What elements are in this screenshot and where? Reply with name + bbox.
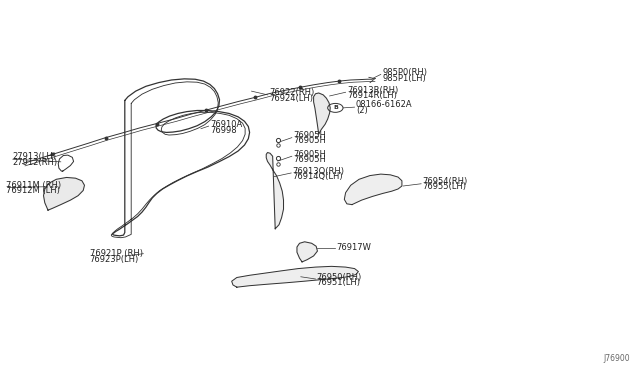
Text: 27913(LH): 27913(LH) — [13, 153, 57, 161]
Text: 76998: 76998 — [210, 126, 237, 135]
Text: 76921P (RH): 76921P (RH) — [90, 249, 143, 258]
Text: 76905H: 76905H — [293, 155, 326, 164]
Polygon shape — [344, 174, 402, 205]
Polygon shape — [44, 177, 84, 210]
Text: 76914R(LH): 76914R(LH) — [347, 91, 397, 100]
Text: (2): (2) — [356, 106, 367, 115]
Polygon shape — [297, 242, 317, 262]
Text: 76905H: 76905H — [293, 131, 326, 140]
Text: 76905H: 76905H — [293, 136, 326, 145]
Text: 27912(RH): 27912(RH) — [13, 158, 58, 167]
Polygon shape — [266, 153, 284, 229]
Text: 76951(LH): 76951(LH) — [316, 278, 360, 287]
Text: 08166-6162A: 08166-6162A — [356, 100, 412, 109]
Text: 76905H: 76905H — [293, 150, 326, 159]
Text: 76914Q(LH): 76914Q(LH) — [292, 172, 342, 181]
Text: 76922(RH): 76922(RH) — [269, 89, 314, 97]
Text: 76950(RH): 76950(RH) — [316, 273, 362, 282]
Text: J76900: J76900 — [604, 354, 630, 363]
Text: 985P1(LH): 985P1(LH) — [382, 74, 426, 83]
Text: 76955(LH): 76955(LH) — [422, 182, 467, 191]
Text: 76917W: 76917W — [336, 243, 371, 251]
Polygon shape — [314, 93, 330, 134]
Text: 76913Q(RH): 76913Q(RH) — [292, 167, 344, 176]
Text: 76954(RH): 76954(RH) — [422, 177, 468, 186]
Text: 76924(LH): 76924(LH) — [269, 94, 313, 103]
Text: 76911M (RH): 76911M (RH) — [6, 181, 61, 190]
Text: 76923P(LH): 76923P(LH) — [90, 255, 139, 264]
Text: B: B — [333, 105, 338, 110]
Text: 76913R(RH): 76913R(RH) — [347, 86, 398, 95]
Text: 985P0(RH): 985P0(RH) — [382, 68, 427, 77]
Text: 76910A: 76910A — [210, 120, 242, 129]
Text: 76912M (LH): 76912M (LH) — [6, 186, 60, 195]
Polygon shape — [232, 266, 358, 287]
